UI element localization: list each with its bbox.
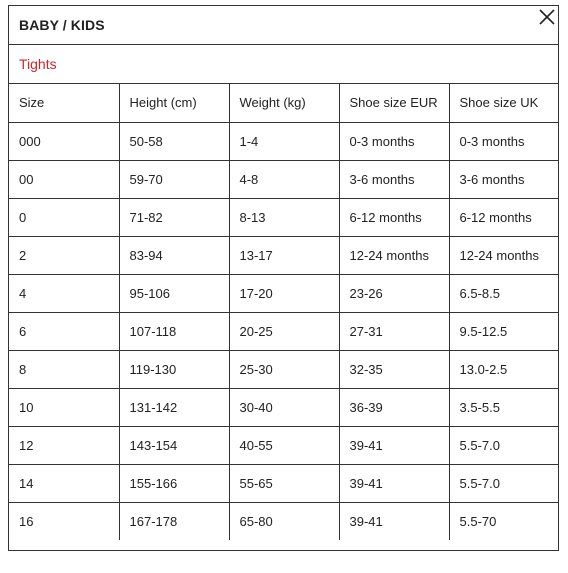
- cell-weight: 8-13: [229, 198, 340, 237]
- size-chart-modal: BABY / KIDS Tights Size Height (cm) Weig…: [8, 5, 559, 551]
- table-header-row: Size Height (cm) Weight (kg) Shoe size E…: [9, 84, 558, 123]
- cell-shoe-eur: 32-35: [339, 350, 450, 389]
- cell-shoe-eur: 3-6 months: [339, 160, 450, 199]
- table-row: 000 50-58 1-4 0-3 months 0-3 months: [9, 122, 558, 161]
- table-row: 2 83-94 13-17 12-24 months 12-24 months: [9, 236, 558, 275]
- column-header-weight: Weight (kg): [229, 84, 340, 123]
- cell-weight: 55-65: [229, 464, 340, 503]
- cell-height: 107-118: [119, 312, 230, 351]
- table-row: 12 143-154 40-55 39-41 5.5-7.0: [9, 426, 558, 465]
- size-chart-title: BABY / KIDS: [9, 6, 558, 45]
- cell-shoe-uk: 3-6 months: [449, 160, 558, 199]
- cell-shoe-eur: 36-39: [339, 388, 450, 427]
- cell-shoe-uk: 5.5-70: [459, 513, 497, 529]
- cell-height: 143-154: [119, 426, 230, 465]
- cell-height: 155-166: [119, 464, 230, 503]
- column-header-height: Height (cm): [119, 84, 230, 123]
- cell-weight: 25-30: [229, 350, 340, 389]
- cell-shoe-eur: 39-41: [339, 426, 450, 465]
- table-row: 8 119-130 25-30 32-35 13.0-2.5: [9, 350, 558, 389]
- cell-size: 14: [9, 464, 120, 503]
- column-header-size: Size: [9, 84, 120, 123]
- cell-shoe-uk: 0-3 months: [449, 122, 558, 161]
- cell-height: 95-106: [119, 274, 230, 313]
- cell-height: 50-58: [119, 122, 230, 161]
- cell-height: 131-142: [119, 388, 230, 427]
- column-header-shoe-uk: Shoe size UK: [449, 84, 558, 123]
- cell-shoe-eur: 27-31: [339, 312, 450, 351]
- cell-shoe-uk: 6.5-8.5: [449, 274, 558, 313]
- cell-weight: 17-20: [229, 274, 340, 313]
- table-row: 0 71-82 8-13 6-12 months 6-12 months: [9, 198, 558, 237]
- cell-weight: 1-4: [229, 122, 340, 161]
- cell-weight: 20-25: [229, 312, 340, 351]
- cell-height: 83-94: [119, 236, 230, 275]
- cell-shoe-uk: 13.0-2.5: [449, 350, 558, 389]
- table-body: 000 50-58 1-4 0-3 months 0-3 months 00 59-70 4-…: [9, 122, 558, 540]
- cell-weight: 30-40: [229, 388, 340, 427]
- cell-height: 167-178: [119, 502, 230, 540]
- cell-weight: 40-55: [229, 426, 340, 465]
- cell-height: 71-82: [119, 198, 230, 237]
- cell-weight: 65-80: [229, 502, 340, 540]
- cell-size: 0: [9, 198, 120, 237]
- table-row: 4 95-106 17-20 23-26 6.5-8.5: [9, 274, 558, 313]
- cell-shoe-uk: 5.5-7.0: [449, 426, 558, 465]
- table-row: 6 107-118 20-25 27-31 9.5-12.5: [9, 312, 558, 351]
- table-row: 10 131-142 30-40 36-39 3.5-5.5: [9, 388, 558, 427]
- cell-shoe-eur: 0-3 months: [339, 122, 450, 161]
- cell-shoe-uk: 12-24 months: [449, 236, 558, 275]
- cell-shoe-uk: 3.5-5.5: [449, 388, 558, 427]
- table-row: 16 167-178 65-80 39-41 5.5-70: [9, 502, 558, 540]
- cell-shoe-eur: 39-41: [339, 502, 450, 540]
- size-chart-subtitle: Tights: [9, 45, 558, 84]
- cell-size: 8: [9, 350, 120, 389]
- cell-shoe-eur: 39-41: [339, 464, 450, 503]
- cell-shoe-uk: 5.5-7.0: [449, 464, 558, 503]
- close-button[interactable]: [536, 6, 558, 28]
- column-header-shoe-eur: Shoe size EUR: [339, 84, 450, 123]
- cell-height: 59-70: [119, 160, 230, 199]
- cell-size: 10: [9, 388, 120, 427]
- cell-size: 6: [9, 312, 120, 351]
- table-row: 00 59-70 4-8 3-6 months 3-6 months: [9, 160, 558, 199]
- cell-shoe-uk: 9.5-12.5: [449, 312, 558, 351]
- cell-size: 000: [9, 122, 120, 161]
- cell-shoe-eur: 6-12 months: [339, 198, 450, 237]
- size-table: Size Height (cm) Weight (kg) Shoe size E…: [9, 84, 558, 540]
- cell-shoe-uk: 6-12 months: [449, 198, 558, 237]
- cell-size: 4: [9, 274, 120, 313]
- cell-size: 16: [9, 502, 120, 540]
- close-icon: [539, 9, 555, 25]
- cell-height: 119-130: [119, 350, 230, 389]
- cell-weight: 4-8: [229, 160, 340, 199]
- table-row: 14 155-166 55-65 39-41 5.5-7.0: [9, 464, 558, 503]
- cell-weight: 13-17: [229, 236, 340, 275]
- cell-size: 2: [9, 236, 120, 275]
- cell-size: 12: [9, 426, 120, 465]
- cell-shoe-eur: 12-24 months: [339, 236, 450, 275]
- cell-shoe-eur: 23-26: [339, 274, 450, 313]
- cell-size: 00: [9, 160, 120, 199]
